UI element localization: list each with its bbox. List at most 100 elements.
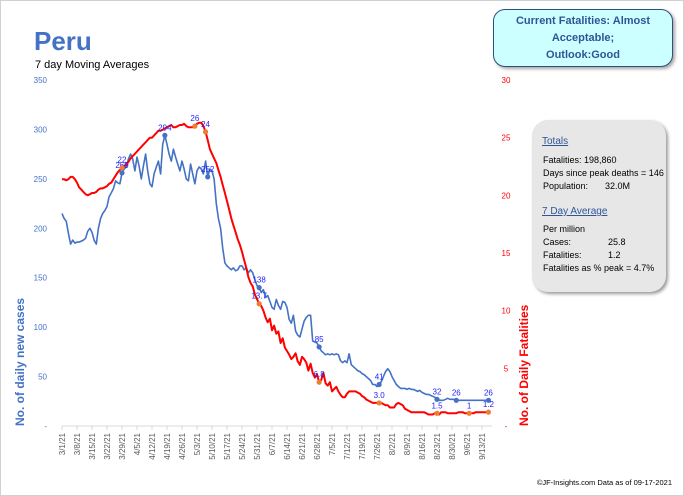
- cases-marker: [434, 396, 440, 402]
- y-tick-left: 200: [34, 224, 48, 233]
- fatalities-data-label: 26: [190, 114, 199, 123]
- fatalities-marker: [376, 400, 382, 406]
- series-lines: [61, 121, 489, 416]
- fatalities-avg-value: 1.2: [608, 250, 621, 260]
- x-tick-label: 5/31/21: [253, 432, 262, 459]
- fatalities-marker: [256, 301, 262, 307]
- x-tick-label: 6/28/21: [313, 432, 322, 459]
- cases-marker: [205, 174, 211, 180]
- y-axis-right-label: No. of Daily Fatalities: [517, 304, 531, 426]
- fatalities-marker: [192, 123, 198, 129]
- x-tick-label: 8/30/21: [448, 432, 457, 459]
- x-axis: 3/1/21 3/8/21 3/15/21 3/22/21 3/29/21 4/5/21 4…: [58, 425, 492, 460]
- fatalities-data-label: 1: [467, 401, 472, 410]
- fatalities-marker: [119, 165, 125, 171]
- fatalities-marker: [466, 410, 472, 416]
- x-tick-label: 7/12/21: [343, 432, 352, 459]
- total-fatalities: Fatalities: 198,860: [543, 155, 617, 165]
- x-tick-label: 3/15/21: [88, 432, 97, 459]
- cases-data-label: 252: [201, 165, 215, 174]
- days-since-peak: Days since peak deaths = 146: [543, 168, 664, 178]
- x-tick-label: 5/10/21: [208, 432, 217, 459]
- x-tick-label: 8/16/21: [418, 432, 427, 459]
- y-tick-right: 10: [502, 307, 511, 316]
- cases-line: [61, 134, 489, 402]
- x-tick-label: 9/6/21: [463, 432, 472, 455]
- cases-marker: [162, 132, 168, 138]
- x-tick-label: 8/23/21: [433, 432, 442, 459]
- x-tick-label: 5/3/21: [193, 432, 202, 455]
- x-tick-label: 4/5/21: [133, 432, 142, 455]
- y-tick-right: 15: [502, 249, 511, 258]
- pct-peak: Fatalities as % peak = 4.7%: [543, 263, 655, 273]
- data-labels: 269294252138854132262622262413.76.83.01.…: [115, 114, 495, 416]
- fatalities-data-label: 3.0: [374, 391, 386, 400]
- y-tick-left: 50: [38, 373, 47, 382]
- y-tick-left: 150: [34, 274, 48, 283]
- cases-data-label: 294: [158, 123, 172, 132]
- cases-value: 25.8: [608, 237, 626, 247]
- page-subtitle: 7 day Moving Averages: [35, 59, 150, 71]
- footer-credit: ©JF-Insights.com Data as of 09-17-2021: [536, 478, 672, 487]
- x-tick-label: 3/1/21: [58, 432, 67, 455]
- cases-label: Cases:: [543, 237, 572, 247]
- cases-data-label: 41: [375, 372, 384, 381]
- cases-marker: [316, 344, 322, 350]
- x-tick-label: 3/8/21: [73, 432, 82, 455]
- cases-data-label: 32: [433, 387, 442, 396]
- y-tick-left: 350: [34, 76, 48, 85]
- y-tick-right: 5: [504, 364, 509, 373]
- population-value: 32.0M: [605, 181, 631, 191]
- y-axis-right: - 5 10 15 20 25 30: [502, 76, 511, 431]
- per-million-label: Per million: [543, 224, 586, 234]
- cases-data-label: 85: [315, 335, 324, 344]
- x-tick-label: 5/17/21: [223, 432, 232, 459]
- cases-marker: [485, 397, 492, 403]
- x-tick-label: 7/26/21: [373, 432, 382, 459]
- fatalities-avg-label: Fatalities:: [543, 250, 582, 260]
- population-label: Population:: [543, 181, 589, 191]
- fatalities-data-label: 1.5: [431, 401, 443, 410]
- y-tick-left: -: [44, 422, 47, 431]
- x-tick-label: 3/29/21: [118, 432, 127, 459]
- y-tick-right: -: [505, 422, 508, 431]
- fatalities-marker: [485, 409, 492, 415]
- x-tick-label: 6/7/21: [268, 432, 277, 455]
- x-tick-label: 4/19/21: [163, 432, 172, 459]
- fatalities-data-label: 24: [201, 120, 210, 129]
- y-tick-left: 300: [34, 125, 48, 134]
- y-axis-left: - 50 100 150 200 250 300 350: [34, 76, 48, 431]
- x-tick-label: 4/26/21: [178, 432, 187, 459]
- page-title: Peru: [34, 26, 92, 56]
- cases-marker: [376, 381, 382, 388]
- cases-marker: [256, 285, 262, 291]
- fatalities-data-label: 22: [118, 156, 127, 165]
- y-tick-right: 30: [502, 76, 511, 85]
- cases-data-label: 138: [252, 276, 266, 285]
- x-tick-label: 9/13/21: [478, 432, 487, 459]
- x-tick-label: 4/12/21: [148, 432, 157, 459]
- x-tick-label: 6/21/21: [298, 432, 307, 459]
- fatalities-data-label: 13.7: [251, 292, 267, 301]
- y-tick-left: 100: [34, 323, 48, 332]
- cases-marker: [453, 397, 459, 403]
- status-line-2: Outlook:Good: [546, 48, 620, 61]
- cases-data-label: 26: [452, 388, 461, 397]
- y-tick-right: 20: [502, 191, 511, 200]
- status-callout: Current Fatalities: Almost Acceptable; O…: [493, 9, 673, 67]
- fatalities-marker: [316, 379, 322, 385]
- fatalities-marker: [434, 410, 440, 416]
- x-tick-label: 3/22/21: [103, 432, 112, 459]
- x-tick-label: 7/19/21: [358, 432, 367, 459]
- cases-marker: [119, 170, 125, 176]
- x-tick-label: 6/14/21: [283, 432, 292, 459]
- fatalities-line: [62, 121, 489, 416]
- x-tick-label: 5/24/21: [238, 432, 247, 459]
- info-panel: Totals Fatalities: 198,860 Days since pe…: [532, 120, 666, 292]
- avg-heading: 7 Day Average: [542, 206, 608, 217]
- y-tick-left: 250: [34, 175, 48, 184]
- cases-data-label: 26: [484, 388, 493, 397]
- x-tick-label: 7/5/21: [328, 432, 337, 455]
- y-tick-right: 25: [502, 134, 511, 143]
